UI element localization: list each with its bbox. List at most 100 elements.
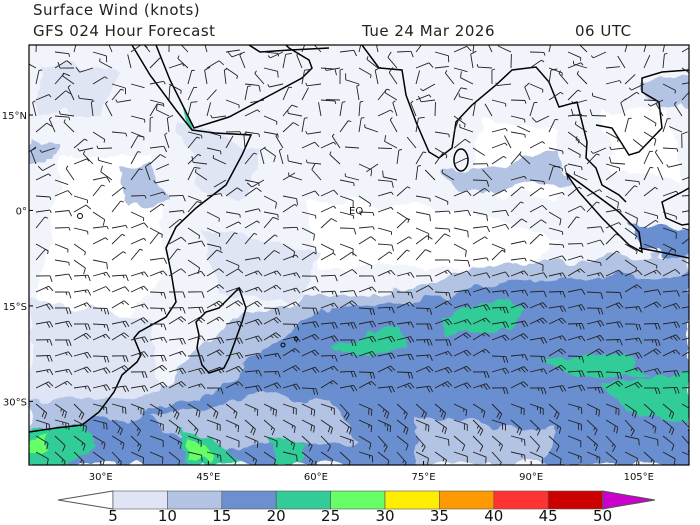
wind-barb bbox=[472, 371, 490, 378]
wind-barb bbox=[187, 435, 202, 448]
wind-barb bbox=[472, 304, 491, 311]
wind-barb bbox=[153, 179, 170, 184]
wind-barb bbox=[681, 131, 688, 149]
wind-barb bbox=[472, 419, 484, 436]
wind-barb bbox=[149, 257, 168, 264]
wind-barb bbox=[662, 370, 680, 377]
wind-barb bbox=[111, 355, 129, 362]
wind-barb bbox=[681, 238, 689, 245]
wind-barb bbox=[37, 163, 56, 171]
wind-barb bbox=[296, 52, 303, 69]
wind-barb bbox=[529, 403, 544, 415]
wind-barb bbox=[187, 227, 201, 239]
wind-barb bbox=[472, 163, 489, 167]
wind-barb bbox=[571, 99, 588, 105]
wind-barb bbox=[320, 252, 336, 261]
wind-barb bbox=[586, 435, 599, 452]
wind-barb bbox=[339, 403, 350, 421]
wind-barb bbox=[282, 335, 301, 343]
wind-barb bbox=[529, 259, 544, 272]
wind-barb bbox=[529, 368, 548, 375]
wind-barb bbox=[225, 221, 242, 229]
wind-barb bbox=[624, 323, 642, 331]
wind-barb bbox=[459, 124, 474, 133]
wind-barb bbox=[605, 371, 623, 379]
wind-barb bbox=[662, 190, 679, 197]
wind-barb bbox=[244, 335, 263, 343]
wind-barb bbox=[92, 403, 108, 414]
wind-barb bbox=[250, 99, 265, 104]
wind-barb bbox=[548, 385, 567, 392]
wind-barb bbox=[434, 435, 450, 446]
wind-barb bbox=[331, 133, 341, 149]
wind-barb bbox=[320, 365, 339, 373]
wind-barb bbox=[149, 191, 166, 197]
wind-barb bbox=[358, 335, 377, 343]
wind-barb bbox=[168, 316, 187, 325]
wind-barb bbox=[111, 300, 130, 309]
wind-barb bbox=[491, 142, 508, 149]
wind-barb bbox=[548, 227, 564, 235]
valid-date: Tue 24 Mar 2026 bbox=[362, 22, 495, 40]
wind-barb bbox=[453, 332, 472, 341]
wind-barb bbox=[130, 351, 149, 358]
wind-barb bbox=[377, 335, 396, 343]
wind-barb bbox=[624, 403, 637, 419]
wind-barb bbox=[567, 435, 582, 448]
wind-barb bbox=[320, 435, 331, 452]
wind-barb bbox=[377, 435, 388, 453]
wind-barb bbox=[35, 355, 53, 362]
wind-barb bbox=[472, 147, 486, 156]
wind-barb bbox=[244, 370, 262, 377]
wind-barb bbox=[484, 103, 493, 117]
wind-barb bbox=[168, 83, 182, 94]
wind-barb bbox=[548, 348, 567, 357]
wind-barb bbox=[301, 333, 320, 341]
wind-barb bbox=[30, 146, 37, 165]
wind-barb bbox=[149, 403, 163, 418]
wind-barb bbox=[529, 141, 546, 149]
wind-barb bbox=[358, 117, 365, 133]
wind-barb bbox=[73, 204, 92, 213]
wind-barb bbox=[624, 419, 635, 437]
wind-barb bbox=[187, 419, 199, 436]
wind-barb bbox=[358, 67, 372, 79]
wind-barb bbox=[35, 249, 49, 261]
wind-barb bbox=[187, 306, 205, 314]
wind-barb bbox=[654, 149, 664, 165]
wind-barb bbox=[73, 403, 85, 420]
wind-barb bbox=[35, 275, 53, 282]
wind-barb bbox=[575, 136, 588, 149]
wind-barb bbox=[191, 156, 208, 165]
wind-barb bbox=[377, 352, 396, 360]
wind-barb bbox=[529, 59, 545, 69]
wind-barb bbox=[415, 419, 430, 432]
wind-barb bbox=[244, 257, 261, 261]
indochina-coast bbox=[595, 69, 689, 156]
wind-barb bbox=[366, 56, 379, 69]
wind-barb bbox=[92, 211, 106, 226]
wind-barb bbox=[275, 133, 284, 149]
wind-barb bbox=[206, 419, 221, 432]
wind-barb bbox=[111, 200, 124, 213]
wind-barb bbox=[225, 187, 243, 197]
wind-barb bbox=[301, 190, 320, 197]
wind-barb bbox=[415, 354, 433, 361]
wind-barb bbox=[301, 286, 320, 293]
wind-barb bbox=[643, 187, 658, 197]
wind-barb bbox=[168, 419, 181, 435]
wind-barb bbox=[263, 419, 276, 436]
wind-barb bbox=[605, 269, 624, 277]
arabia-coast bbox=[155, 45, 313, 129]
wind-barb bbox=[54, 451, 66, 465]
wind-barb bbox=[282, 226, 299, 231]
wind-barb bbox=[206, 284, 225, 293]
wind-barb bbox=[130, 195, 147, 199]
wind-speed-shading bbox=[29, 45, 689, 465]
wind-barb bbox=[491, 334, 510, 342]
wind-barb bbox=[92, 184, 105, 197]
wind-barb bbox=[377, 451, 390, 465]
wind-barb bbox=[244, 83, 261, 92]
wind-barb bbox=[567, 147, 581, 158]
wind-barb bbox=[305, 159, 322, 165]
